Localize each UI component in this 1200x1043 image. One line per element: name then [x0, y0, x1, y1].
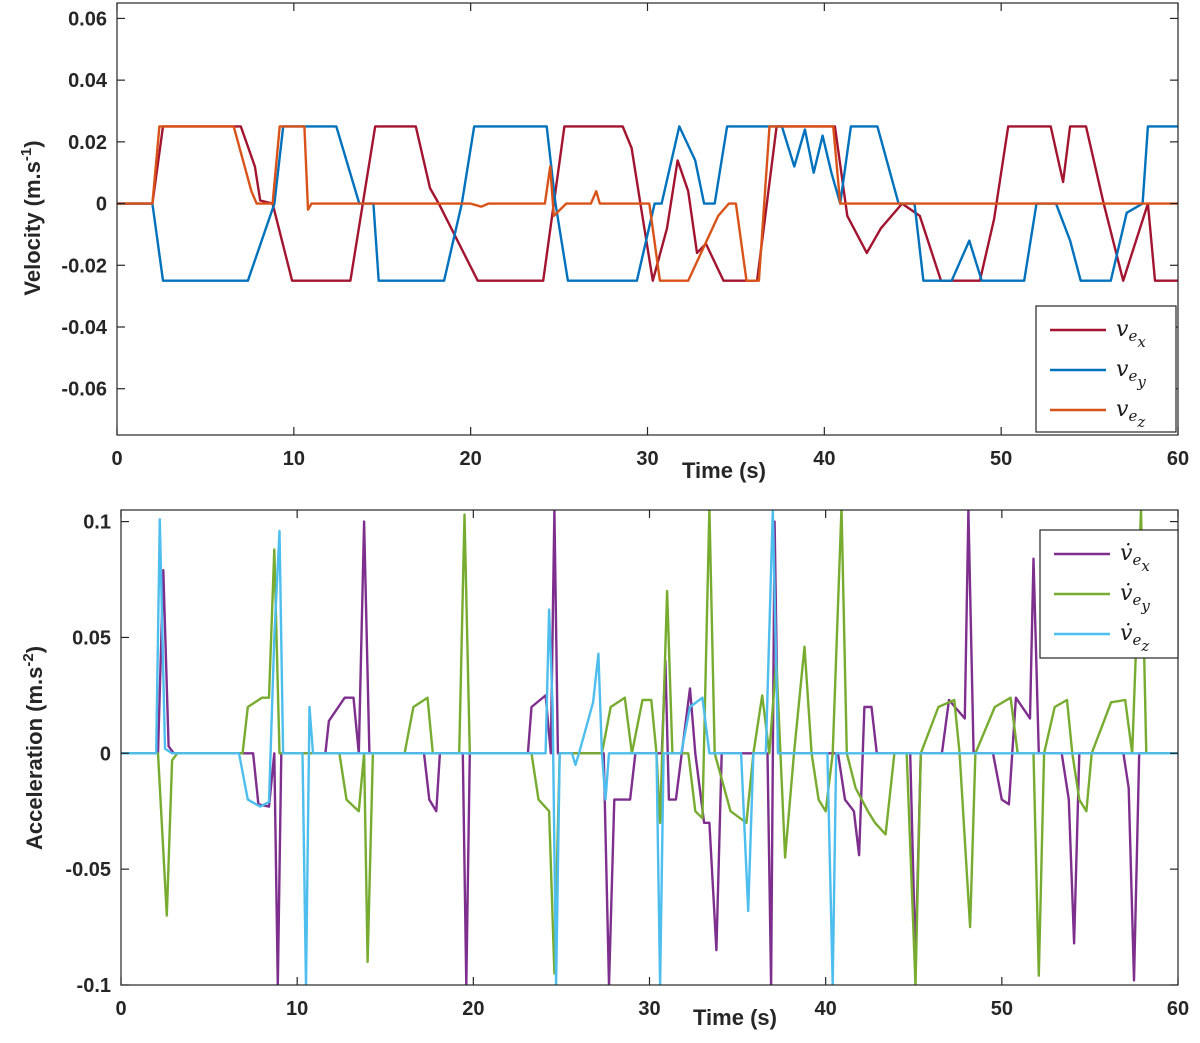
acceleration-ytick-label: 0	[100, 743, 111, 765]
acceleration-xtick-label: 60	[1167, 998, 1189, 1020]
velocity-legend-label-x: vex	[1116, 317, 1146, 351]
acceleration-ytick-label: -0.1	[77, 975, 111, 997]
velocity-xtick-label: 30	[636, 448, 658, 470]
acceleration-legend-label-z: v̇ez	[1120, 621, 1149, 655]
velocity-legend-label-y: vey	[1116, 357, 1146, 391]
acceleration-xtick-label: 50	[991, 998, 1013, 1020]
acceleration-xtick-label: 0	[115, 998, 126, 1020]
acceleration-legend-label-y: v̇ey	[1120, 581, 1150, 615]
acceleration-series-z-line	[121, 510, 1178, 985]
velocity-series-z-line	[117, 125, 1178, 282]
acceleration-ytick-label: 0.1	[83, 512, 111, 534]
acceleration-xtick-label: 10	[286, 998, 308, 1020]
velocity-ytick-label: 0.02	[68, 132, 107, 154]
velocity-ytick-label: 0	[96, 194, 107, 216]
velocity-ytick-label: -0.04	[61, 317, 107, 339]
acceleration-xtick-label: 30	[638, 998, 660, 1020]
acceleration-xtick-label: 20	[462, 998, 484, 1020]
acceleration-x-axis-label: Time (s)	[693, 1005, 777, 1030]
velocity-ytick-label: -0.02	[61, 255, 107, 277]
velocity-xtick-label: 50	[990, 448, 1012, 470]
velocity-xtick-label: 0	[111, 448, 122, 470]
acceleration-y-axis-label: Acceleration (m.s-2)	[20, 646, 47, 850]
velocity-ytick-label: 0.04	[68, 70, 108, 92]
velocity-ytick-label: 0.06	[68, 8, 107, 30]
acceleration-xtick-label: 40	[815, 998, 837, 1020]
velocity-legend: vex vey vez	[1035, 305, 1177, 433]
velocity-x-axis-label: Time (s)	[682, 458, 766, 483]
velocity-xtick-label: 60	[1167, 448, 1189, 470]
velocity-xtick-label: 20	[460, 448, 482, 470]
velocity-xtick-label: 40	[813, 448, 835, 470]
velocity-y-axis-label: Velocity (m.s-1)	[18, 140, 45, 295]
velocity-series-x-line	[117, 125, 1178, 282]
velocity-xtick-label: 10	[283, 448, 305, 470]
acceleration-series-x-line	[121, 510, 1178, 985]
velocity-legend-label-z: vez	[1116, 397, 1145, 431]
acceleration-ytick-label: -0.05	[65, 859, 111, 881]
acceleration-legend: v̇ex v̇ey v̇ez	[1039, 529, 1179, 659]
velocity-chart: 0 10 20 30 40 50 60 0.06 0.04 0.02 0 -0.02 -0.04 -0.0…	[18, 2, 1189, 483]
acceleration-chart: 0 10 20 30 40 50 60 0.1 0.05 0 -0.05 -0.1 Time (s) Ac…	[20, 509, 1189, 1030]
velocity-ytick-label: -0.06	[61, 379, 107, 401]
acceleration-legend-label-x: v̇ex	[1120, 541, 1150, 575]
acceleration-ytick-label: 0.05	[72, 627, 111, 649]
